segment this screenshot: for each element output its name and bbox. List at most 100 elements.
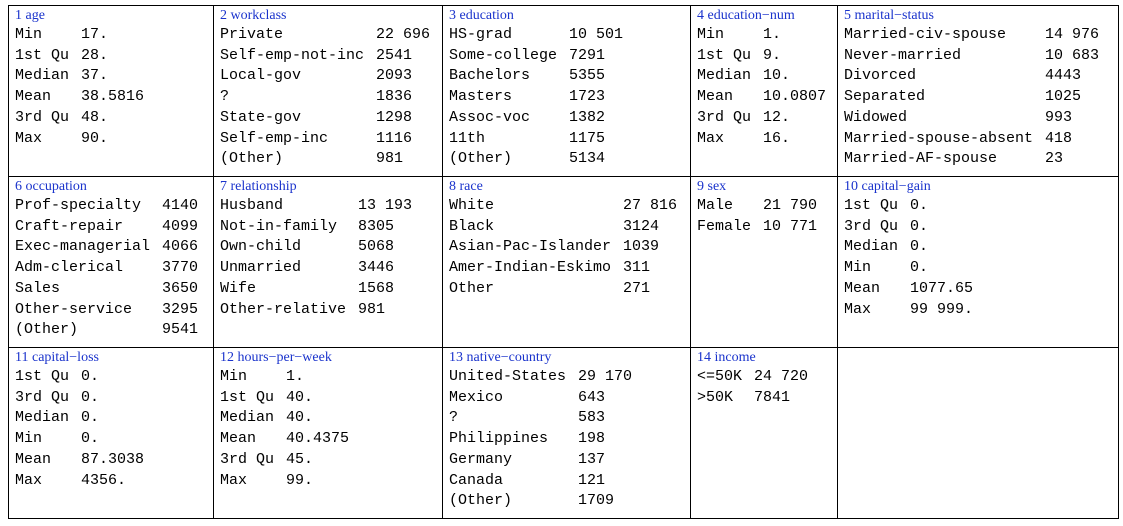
- stat-list: 1st Qu 0. 3rd Qu 0. Median 0. Min 0. Mean 1077.65…: [844, 196, 973, 320]
- stat-row: Median 10.: [697, 66, 826, 87]
- cell-title: 3 education: [449, 8, 514, 23]
- stat-label: 1st Qu: [220, 388, 275, 406]
- stat-label: Divorced: [844, 67, 917, 85]
- summary-cell: 5 marital−status Married-civ-spouse 14 976…: [837, 5, 1119, 177]
- stat-value: 418: [1045, 129, 1073, 147]
- stat-label: Own-child: [220, 238, 302, 256]
- stat-value: 40.: [286, 409, 314, 427]
- stat-value: 271: [623, 279, 651, 297]
- stat-label: Median: [844, 238, 899, 256]
- stat-label: Other: [449, 279, 495, 297]
- stat-value: 17.: [81, 26, 109, 43]
- stat-value: 21 790: [763, 197, 818, 214]
- cell-title: 9 sex: [697, 179, 727, 194]
- stat-row: 1st Qu 40.: [220, 388, 349, 409]
- stat-row: (Other) 9541: [15, 320, 198, 341]
- stat-value: 993: [1045, 108, 1073, 126]
- stat-value: 4099: [162, 217, 199, 235]
- stat-value: 1723: [569, 88, 606, 106]
- stat-value: 4443: [1045, 67, 1082, 85]
- cell-title: 8 race: [449, 179, 483, 194]
- stat-label: Married-AF-spouse: [844, 150, 998, 168]
- stat-row: Max 99.: [220, 471, 349, 492]
- stat-value: 1568: [358, 279, 395, 297]
- stat-row: Min 0.: [844, 258, 973, 279]
- stat-row: (Other) 1709: [449, 491, 632, 512]
- stat-value: 3650: [162, 279, 199, 297]
- stat-list: United-States 29 170 Mexico 643? 583 Philippi…: [449, 367, 632, 512]
- stat-row: White 27 816: [449, 196, 677, 217]
- stat-row: Never-married 10 683: [844, 46, 1099, 67]
- stat-row: Other-relative 981: [220, 300, 412, 321]
- stat-value: 0.: [81, 430, 100, 448]
- stat-value: 7841: [754, 388, 791, 406]
- stat-row: Adm-clerical 3770: [15, 258, 198, 279]
- stat-row: Self-emp-inc 1116: [220, 129, 430, 150]
- stat-row: Male 21 790: [697, 196, 817, 217]
- stat-value: 311: [623, 259, 651, 277]
- stat-label: Mean: [15, 450, 52, 468]
- stat-value: 12.: [763, 108, 791, 126]
- stat-value: 1.: [763, 26, 782, 43]
- stat-row: Median 37.: [15, 66, 144, 87]
- summary-cell: 12 hours−per−week Min 1. 1st Qu 40. Median 40.…: [213, 347, 443, 519]
- stat-value: 40.: [286, 388, 314, 406]
- stat-row: Mean 1077.65: [844, 279, 973, 300]
- stat-list: <=50K 24 720 >50K 7841: [697, 367, 808, 408]
- stat-row: 1st Qu 28.: [15, 46, 144, 67]
- cell-title: 11 capital−loss: [15, 350, 99, 365]
- stat-label: Mean: [220, 430, 257, 448]
- stat-value: 90.: [81, 129, 109, 147]
- stat-row: Own-child 5068: [220, 237, 412, 258]
- stat-row: Philippines 198: [449, 429, 632, 450]
- stat-label: Max: [15, 129, 43, 147]
- stat-list: Private 22 696 Self-emp-not-inc 2541 Local-g…: [220, 25, 430, 170]
- cell-title: 12 hours−per−week: [220, 350, 332, 365]
- stat-label: 3rd Qu: [15, 388, 70, 406]
- stat-label: 3rd Qu: [844, 217, 899, 235]
- stat-row: Black 3124: [449, 217, 677, 238]
- stat-value: 1382: [569, 108, 606, 126]
- stat-row: Median 0.: [15, 408, 144, 429]
- stat-value: 3446: [358, 259, 395, 277]
- stat-row: Exec-managerial 4066: [15, 237, 198, 258]
- stat-row: <=50K 24 720: [697, 367, 808, 388]
- stat-value: 9541: [162, 321, 199, 339]
- stat-value: 99.: [286, 471, 314, 489]
- stat-label: Female: [697, 217, 752, 235]
- stat-list: Male 21 790 Female 10 771: [697, 196, 817, 237]
- stat-label: Never-married: [844, 46, 962, 64]
- stat-label: 1st Qu: [15, 46, 70, 64]
- stat-value: 4066: [162, 238, 199, 256]
- stat-label: Max: [220, 471, 248, 489]
- stat-label: Adm-clerical: [15, 259, 124, 277]
- stat-row: Median 0.: [844, 237, 973, 258]
- stat-value: 14 976: [1045, 26, 1100, 43]
- stat-row: >50K 7841: [697, 388, 808, 409]
- stat-row: Widowed 993: [844, 108, 1099, 129]
- stat-label: Philippines: [449, 430, 549, 448]
- stat-value: 99 999.: [910, 300, 974, 318]
- stat-label: Median: [697, 67, 752, 85]
- stat-row: Married-AF-spouse 23: [844, 149, 1099, 170]
- stat-label: Unmarried: [220, 259, 302, 277]
- stat-value: 24 720: [754, 368, 809, 385]
- stat-value: 0.: [910, 238, 929, 256]
- stat-label: Max: [15, 471, 43, 489]
- stat-row: (Other) 981: [220, 149, 430, 170]
- stat-label: Self-emp-inc: [220, 129, 329, 147]
- summary-cell: 8 race White 27 816 Black 3124 Asian-Pac-Isla…: [442, 176, 691, 348]
- stat-row: 3rd Qu 12.: [697, 108, 826, 129]
- stat-value: 0.: [910, 197, 929, 214]
- stat-value: 0.: [81, 409, 100, 427]
- stat-row: Some-college 7291: [449, 46, 623, 67]
- stat-value: 9.: [763, 46, 782, 64]
- stat-row: United-States 29 170: [449, 367, 632, 388]
- stat-label: Masters: [449, 88, 513, 106]
- stat-row: Mexico 643: [449, 388, 632, 409]
- stat-value: 5068: [358, 238, 395, 256]
- stat-label: 3rd Qu: [220, 450, 275, 468]
- stat-value: 1175: [569, 129, 606, 147]
- stat-label: Asian-Pac-Islander: [449, 238, 612, 256]
- stat-label: 11th: [449, 129, 486, 147]
